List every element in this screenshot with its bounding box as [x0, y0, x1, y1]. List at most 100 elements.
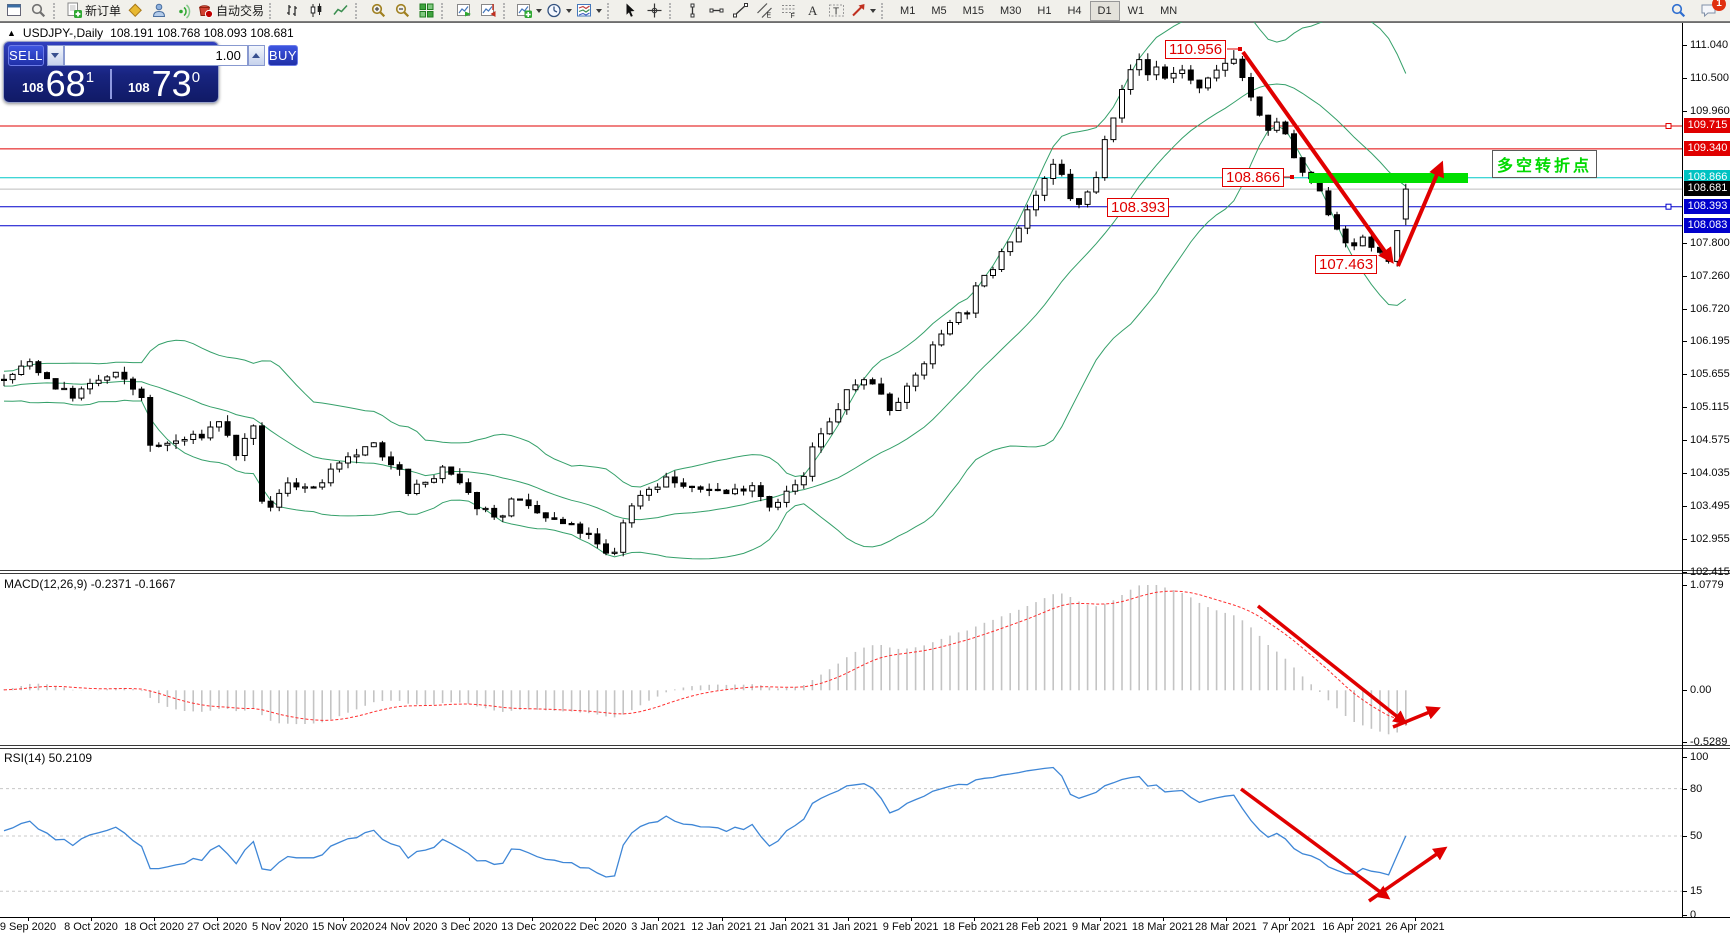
- peak-price-label[interactable]: 110.956: [1165, 40, 1227, 59]
- macd-panel[interactable]: [0, 573, 1682, 745]
- date-t ick-mark: [1415, 917, 1416, 921]
- date-t ick-mark: [1099, 917, 1101, 921]
- dropdown-arrow-icon[interactable]: [870, 8, 877, 13]
- tile-windows-icon[interactable]: [414, 1, 438, 21]
- price-axis-line: [1682, 23, 1683, 917]
- crosshair-icon[interactable]: [642, 1, 666, 21]
- macd-tick-mark: [1682, 742, 1687, 743]
- preview-icon[interactable]: [26, 1, 50, 21]
- timeframe-D1[interactable]: D1: [1089, 0, 1120, 21]
- fibonacci-icon[interactable]: F: [776, 1, 800, 21]
- level-price-label-108866[interactable]: 108.866: [1222, 168, 1285, 187]
- profile-icon[interactable]: [147, 1, 171, 21]
- turning-point-note[interactable]: 多空转折点: [1492, 150, 1598, 178]
- toolbar-separator: [881, 2, 889, 19]
- shapes-icon[interactable]: [848, 1, 878, 21]
- timeframe-H1[interactable]: H1: [1037, 4, 1052, 17]
- rsi-panel[interactable]: [0, 748, 1682, 916]
- panel-separator[interactable]: [0, 745, 1730, 746]
- sell-price: 108 68 1: [6, 66, 110, 102]
- toolbar-separator: [503, 2, 511, 19]
- text-icon: A: [808, 3, 818, 18]
- deposit-icon[interactable]: [123, 1, 147, 21]
- autotrading-icon[interactable]: 自动交易: [195, 1, 266, 21]
- level-price-label-108393[interactable]: 108.393: [1107, 198, 1170, 217]
- rsi-tick-mark: [1682, 915, 1687, 916]
- rsi-scale-label: 100: [1690, 751, 1709, 763]
- date-t ick-mark: [28, 917, 29, 921]
- hline-icon[interactable]: [704, 1, 728, 21]
- rsi-scale-label: 15: [1690, 885, 1703, 898]
- price-tick-label: 104.575: [1690, 434, 1730, 447]
- toolbar-separator: [355, 2, 363, 19]
- main-chart[interactable]: [0, 22, 1682, 572]
- timeframe-H4[interactable]: H4: [1067, 4, 1082, 17]
- date-label: 7 Apr 2021: [1262, 921, 1316, 933]
- cursor-icon[interactable]: [618, 1, 642, 21]
- window-icon: [6, 4, 21, 16]
- channel-icon[interactable]: E: [752, 1, 776, 21]
- date-label: 16 Apr 2021: [1322, 921, 1382, 933]
- date-t ick-mark: [1162, 917, 1164, 921]
- profile-icon: [152, 3, 165, 17]
- chart-shift-icon: [480, 4, 496, 17]
- price-level-tag: 108.393: [1684, 198, 1730, 214]
- window-icon[interactable]: [2, 1, 26, 21]
- sell-button[interactable]: SELL: [8, 45, 44, 66]
- shapes-icon: [852, 4, 865, 17]
- new-order-icon[interactable]: 新订单: [64, 1, 123, 21]
- signals-icon[interactable]: [171, 1, 195, 21]
- chart-shift-icon[interactable]: [476, 1, 500, 21]
- price-tick-mark: [1682, 374, 1687, 376]
- timeframe-M1[interactable]: M1: [900, 4, 916, 17]
- timeframe-M5[interactable]: M5: [931, 4, 947, 17]
- line-icon[interactable]: [328, 1, 352, 21]
- bars-icon[interactable]: [280, 1, 304, 21]
- vline-icon[interactable]: [680, 1, 704, 21]
- auto-scroll-icon[interactable]: [452, 1, 476, 21]
- chat-icon[interactable]: 1: [1696, 0, 1726, 21]
- volume-increase-button[interactable]: [247, 45, 265, 66]
- dropdown-arrow-icon[interactable]: [566, 8, 573, 13]
- rsi-label: RSI(14) 50.2109: [4, 751, 93, 765]
- panel-separator[interactable]: [0, 570, 1730, 571]
- trendline-icon[interactable]: [728, 1, 752, 21]
- timeframe-M30[interactable]: M30: [1000, 4, 1022, 17]
- label-icon[interactable]: T: [824, 1, 848, 21]
- date-t ick-mark: [595, 917, 597, 921]
- text-icon[interactable]: A: [800, 1, 824, 21]
- timeframe-MN[interactable]: MN: [1160, 4, 1178, 17]
- search-icon[interactable]: [1666, 1, 1690, 21]
- trendline-icon: [732, 3, 748, 18]
- templates-icon[interactable]: [574, 1, 604, 21]
- price-tick-mark: [1682, 242, 1687, 244]
- buy-price: 108 73 0: [112, 66, 216, 102]
- dropdown-arrow-icon[interactable]: [596, 8, 603, 13]
- date-label: 18 Oct 2020: [124, 921, 185, 933]
- zoom-out-icon[interactable]: [390, 1, 414, 21]
- volume-input[interactable]: [63, 45, 248, 66]
- date-label: 3 Dec 2020: [441, 921, 498, 933]
- volume-decrease-button[interactable]: [46, 45, 64, 66]
- rsi-tick-mark: [1682, 891, 1687, 893]
- rsi-tick-mark: [1682, 836, 1687, 837]
- macd-tick-mark: [1682, 585, 1687, 586]
- new-order-icon: [67, 2, 82, 18]
- candles-icon[interactable]: [304, 1, 328, 21]
- zoom-in-icon[interactable]: [366, 1, 390, 21]
- periods-icon: [547, 3, 561, 18]
- toolbar-separator: [269, 2, 277, 19]
- date-label: 12 Jan 2021: [691, 921, 752, 933]
- timeframe-M15[interactable]: M15: [962, 4, 984, 17]
- periods-icon[interactable]: [544, 1, 574, 21]
- trough-price-label-107463[interactable]: 107.463: [1315, 255, 1378, 274]
- dropdown-arrow-icon[interactable]: [536, 8, 543, 13]
- symbol-marker-icon: ▲: [7, 28, 16, 38]
- indicators-icon[interactable]: [514, 1, 544, 21]
- panel-separator[interactable]: [0, 748, 1730, 749]
- timeframe-W1[interactable]: W1: [1127, 4, 1145, 17]
- buy-button[interactable]: BUY: [267, 45, 299, 66]
- date-t ick-mark: [532, 917, 534, 921]
- panel-separator[interactable]: [0, 573, 1730, 574]
